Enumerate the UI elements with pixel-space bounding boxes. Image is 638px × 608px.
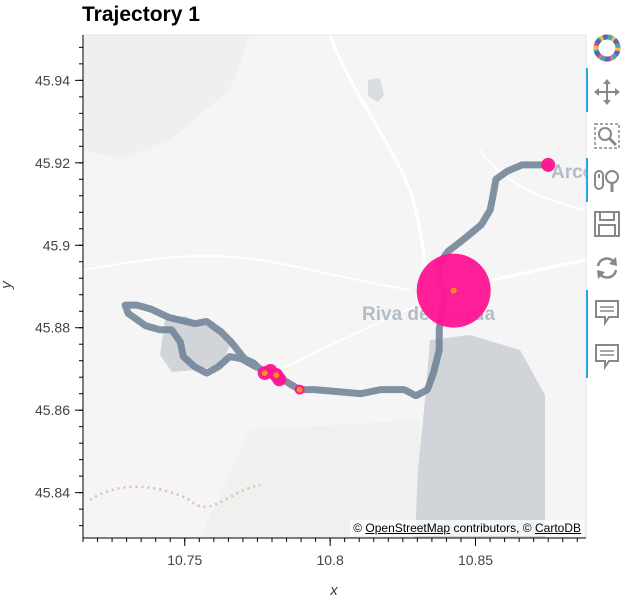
y-axis-label: y: [0, 280, 15, 290]
save-floppy-icon: [594, 211, 620, 237]
map-label-town-right: Arco: [551, 162, 594, 183]
hover-tooltip-icon: [595, 300, 619, 326]
hover-tool-1[interactable]: [587, 294, 627, 330]
x-tick-label: 10.85: [458, 552, 493, 568]
basemap-terrain: [200, 420, 420, 538]
y-tick-label: 45.86: [35, 402, 70, 418]
y-tick-label: 45.88: [35, 320, 70, 336]
basemap-road: [83, 254, 411, 291]
attribution-middle: contributors, ©: [450, 521, 535, 535]
save-tool[interactable]: [587, 206, 627, 242]
stop-point: [541, 157, 556, 172]
basemap-lake: [368, 78, 384, 102]
y-tick-label: 45.92: [35, 155, 70, 171]
hover-tooltip-icon: [595, 344, 619, 370]
basemap-border: [89, 483, 261, 508]
hover-active-indicator: [586, 290, 588, 378]
trajectory-layer: [121, 161, 552, 400]
y-tick-label: 45.94: [35, 72, 70, 88]
map-attribution: © OpenStreetMap contributors, © CartoDB: [350, 520, 584, 536]
stops-layer: [257, 157, 556, 395]
basemap-road: [328, 35, 432, 301]
attribution-prefix: ©: [353, 521, 366, 535]
chart-title: Trajectory 1: [82, 3, 200, 26]
cartodb-link[interactable]: CartoDB: [534, 521, 581, 535]
openstreetmap-link[interactable]: OpenStreetMap: [365, 521, 451, 535]
toolbar: [586, 30, 627, 380]
wheel-zoom-icon: [594, 170, 619, 192]
box-zoom-icon: [594, 123, 620, 149]
stop-center-point: [273, 372, 280, 379]
x-tick-label: 10.75: [167, 552, 202, 568]
wheel-zoom-active-indicator: [586, 158, 588, 202]
basemap-tiles: Riva del Garda Arco: [83, 35, 594, 538]
x-axis: 10.75 10.8 10.85: [82, 537, 586, 568]
x-axis-label: x: [329, 582, 338, 599]
basemap-terrain: [83, 35, 250, 160]
trajectory-line: [121, 161, 552, 400]
reset-tool[interactable]: [587, 250, 627, 286]
stop-center-point: [261, 370, 268, 377]
y-tick-label: 45.9: [43, 237, 70, 253]
pan-active-indicator: [586, 68, 588, 112]
y-tick-label: 45.84: [35, 485, 70, 501]
x-tick-label: 10.8: [317, 552, 344, 568]
stop-center-point: [296, 386, 303, 393]
stop-center-point: [450, 287, 457, 294]
basemap-lake: [415, 335, 545, 538]
basemap-road: [479, 149, 586, 211]
wheel-zoom-tool[interactable]: [587, 162, 627, 198]
reset-refresh-icon: [596, 257, 618, 279]
pan-move-icon: [594, 79, 620, 105]
bokeh-logo[interactable]: [587, 30, 627, 66]
y-axis: 45.84 45.86 45.88 45.9 45.92 45.94: [35, 35, 84, 538]
bokeh-logo-icon: [593, 34, 621, 62]
box-zoom-tool[interactable]: [587, 118, 627, 154]
hover-tool-2[interactable]: [587, 338, 627, 374]
pan-tool[interactable]: [587, 74, 627, 110]
